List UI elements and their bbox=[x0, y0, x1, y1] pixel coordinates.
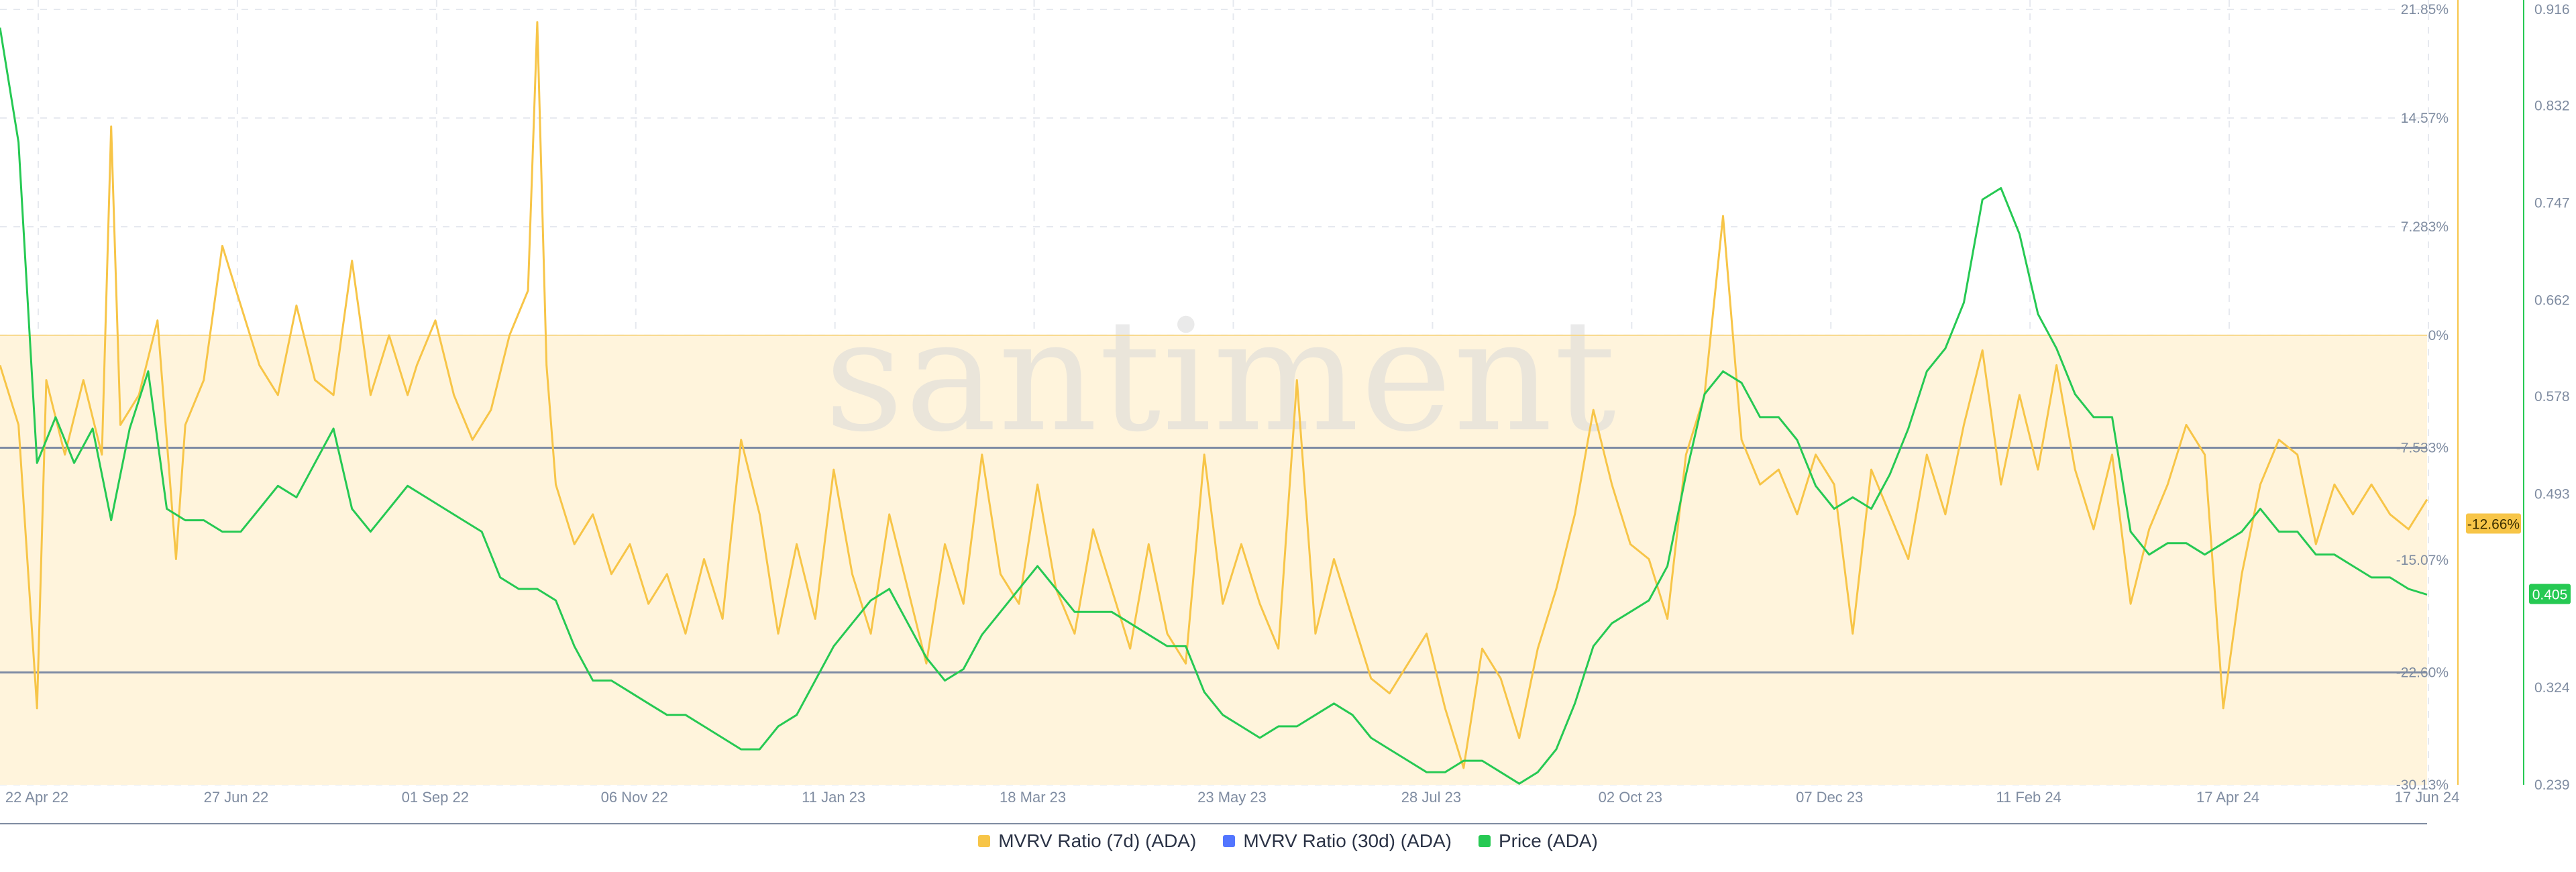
price-value-badge-text: 0.405 bbox=[2532, 588, 2568, 603]
price-value-badge bbox=[2529, 584, 2571, 604]
right-axis-ticks: 0.9160.8320.7470.6620.5780.4930.4090.324… bbox=[2534, 2, 2570, 793]
x-tick-label: 11 Jan 23 bbox=[802, 789, 865, 806]
legend-item[interactable]: MVRV Ratio (30d) (ADA) bbox=[1223, 830, 1452, 852]
x-tick-label: 18 Mar 23 bbox=[1000, 789, 1066, 806]
right-tick-label: 0.662 bbox=[2534, 293, 2570, 309]
x-tick-label: 07 Dec 23 bbox=[1796, 789, 1863, 806]
x-tick-label: 02 Oct 23 bbox=[1599, 789, 1662, 806]
left-tick-label: 21.85% bbox=[2401, 2, 2449, 17]
reference-lines bbox=[0, 334, 2427, 674]
left-tick-label: -15.07% bbox=[2396, 553, 2449, 568]
axes bbox=[0, 0, 2524, 824]
left-tick-label: 7.283% bbox=[2401, 219, 2449, 235]
series-layer bbox=[0, 21, 2428, 785]
x-tick-label: 17 Jun 24 bbox=[2395, 789, 2460, 806]
x-tick-label: 22 Apr 22 bbox=[5, 789, 68, 806]
x-tick-label: 17 Apr 24 bbox=[2196, 789, 2259, 806]
legend-swatch bbox=[1223, 835, 1236, 847]
right-tick-label: 0.832 bbox=[2534, 98, 2570, 113]
legend-swatch bbox=[978, 835, 991, 847]
right-tick-label: 0.747 bbox=[2534, 196, 2570, 211]
legend-label: Price (ADA) bbox=[1499, 830, 1598, 851]
right-tick-label: 0.916 bbox=[2534, 2, 2570, 17]
left-tick-label: -22.60% bbox=[2396, 665, 2449, 681]
mvrv-value-badge-text: -12.66% bbox=[2467, 516, 2520, 532]
left-axis-ticks: 21.85% 14.57% 7.283% 0% -7.533% -15.07% -22.60… bbox=[2396, 2, 2449, 793]
right-tick-label: 0.324 bbox=[2534, 680, 2570, 696]
x-tick-label: 23 May 23 bbox=[1197, 789, 1267, 806]
santiment-watermark: santiment bbox=[824, 287, 1617, 466]
left-tick-label: 14.57% bbox=[2401, 111, 2449, 126]
x-tick-label: 11 Feb 24 bbox=[1996, 789, 2061, 806]
legend-item[interactable]: MVRV Ratio (7d) (ADA) bbox=[978, 830, 1196, 852]
right-tick-label: 0.493 bbox=[2534, 486, 2570, 502]
mvrv-value-badge bbox=[2466, 513, 2521, 534]
x-tick-label: 06 Nov 22 bbox=[601, 789, 668, 806]
right-tick-label: 0.239 bbox=[2534, 777, 2570, 793]
x-tick-label: 27 Jun 22 bbox=[204, 789, 269, 806]
x-tick-label: 28 Jul 23 bbox=[1401, 789, 1461, 806]
left-tick-label: 0% bbox=[2428, 328, 2449, 343]
legend-label: MVRV Ratio (30d) (ADA) bbox=[1243, 830, 1452, 851]
left-tick-label: -7.533% bbox=[2396, 440, 2449, 455]
x-axis-ticks: 22 Apr 22 27 Jun 22 01 Sep 22 06 Nov 22 11 J… bbox=[5, 789, 2459, 806]
x-tick-label: 01 Sep 22 bbox=[402, 789, 469, 806]
left-tick-label: -30.13% bbox=[2396, 777, 2449, 793]
series-line-0 bbox=[0, 21, 2428, 769]
legend-swatch bbox=[1479, 835, 1491, 847]
right-tick-label: 0.578 bbox=[2534, 389, 2570, 404]
series-line-2 bbox=[0, 28, 2428, 785]
legend-label: MVRV Ratio (7d) (ADA) bbox=[998, 830, 1197, 851]
value-badges: -12.66% 0.405 bbox=[2466, 513, 2571, 604]
legend-item[interactable]: Price (ADA) bbox=[1479, 830, 1598, 852]
chart-legend: MVRV Ratio (7d) (ADA) MVRV Ratio (30d) (A… bbox=[0, 826, 2576, 856]
